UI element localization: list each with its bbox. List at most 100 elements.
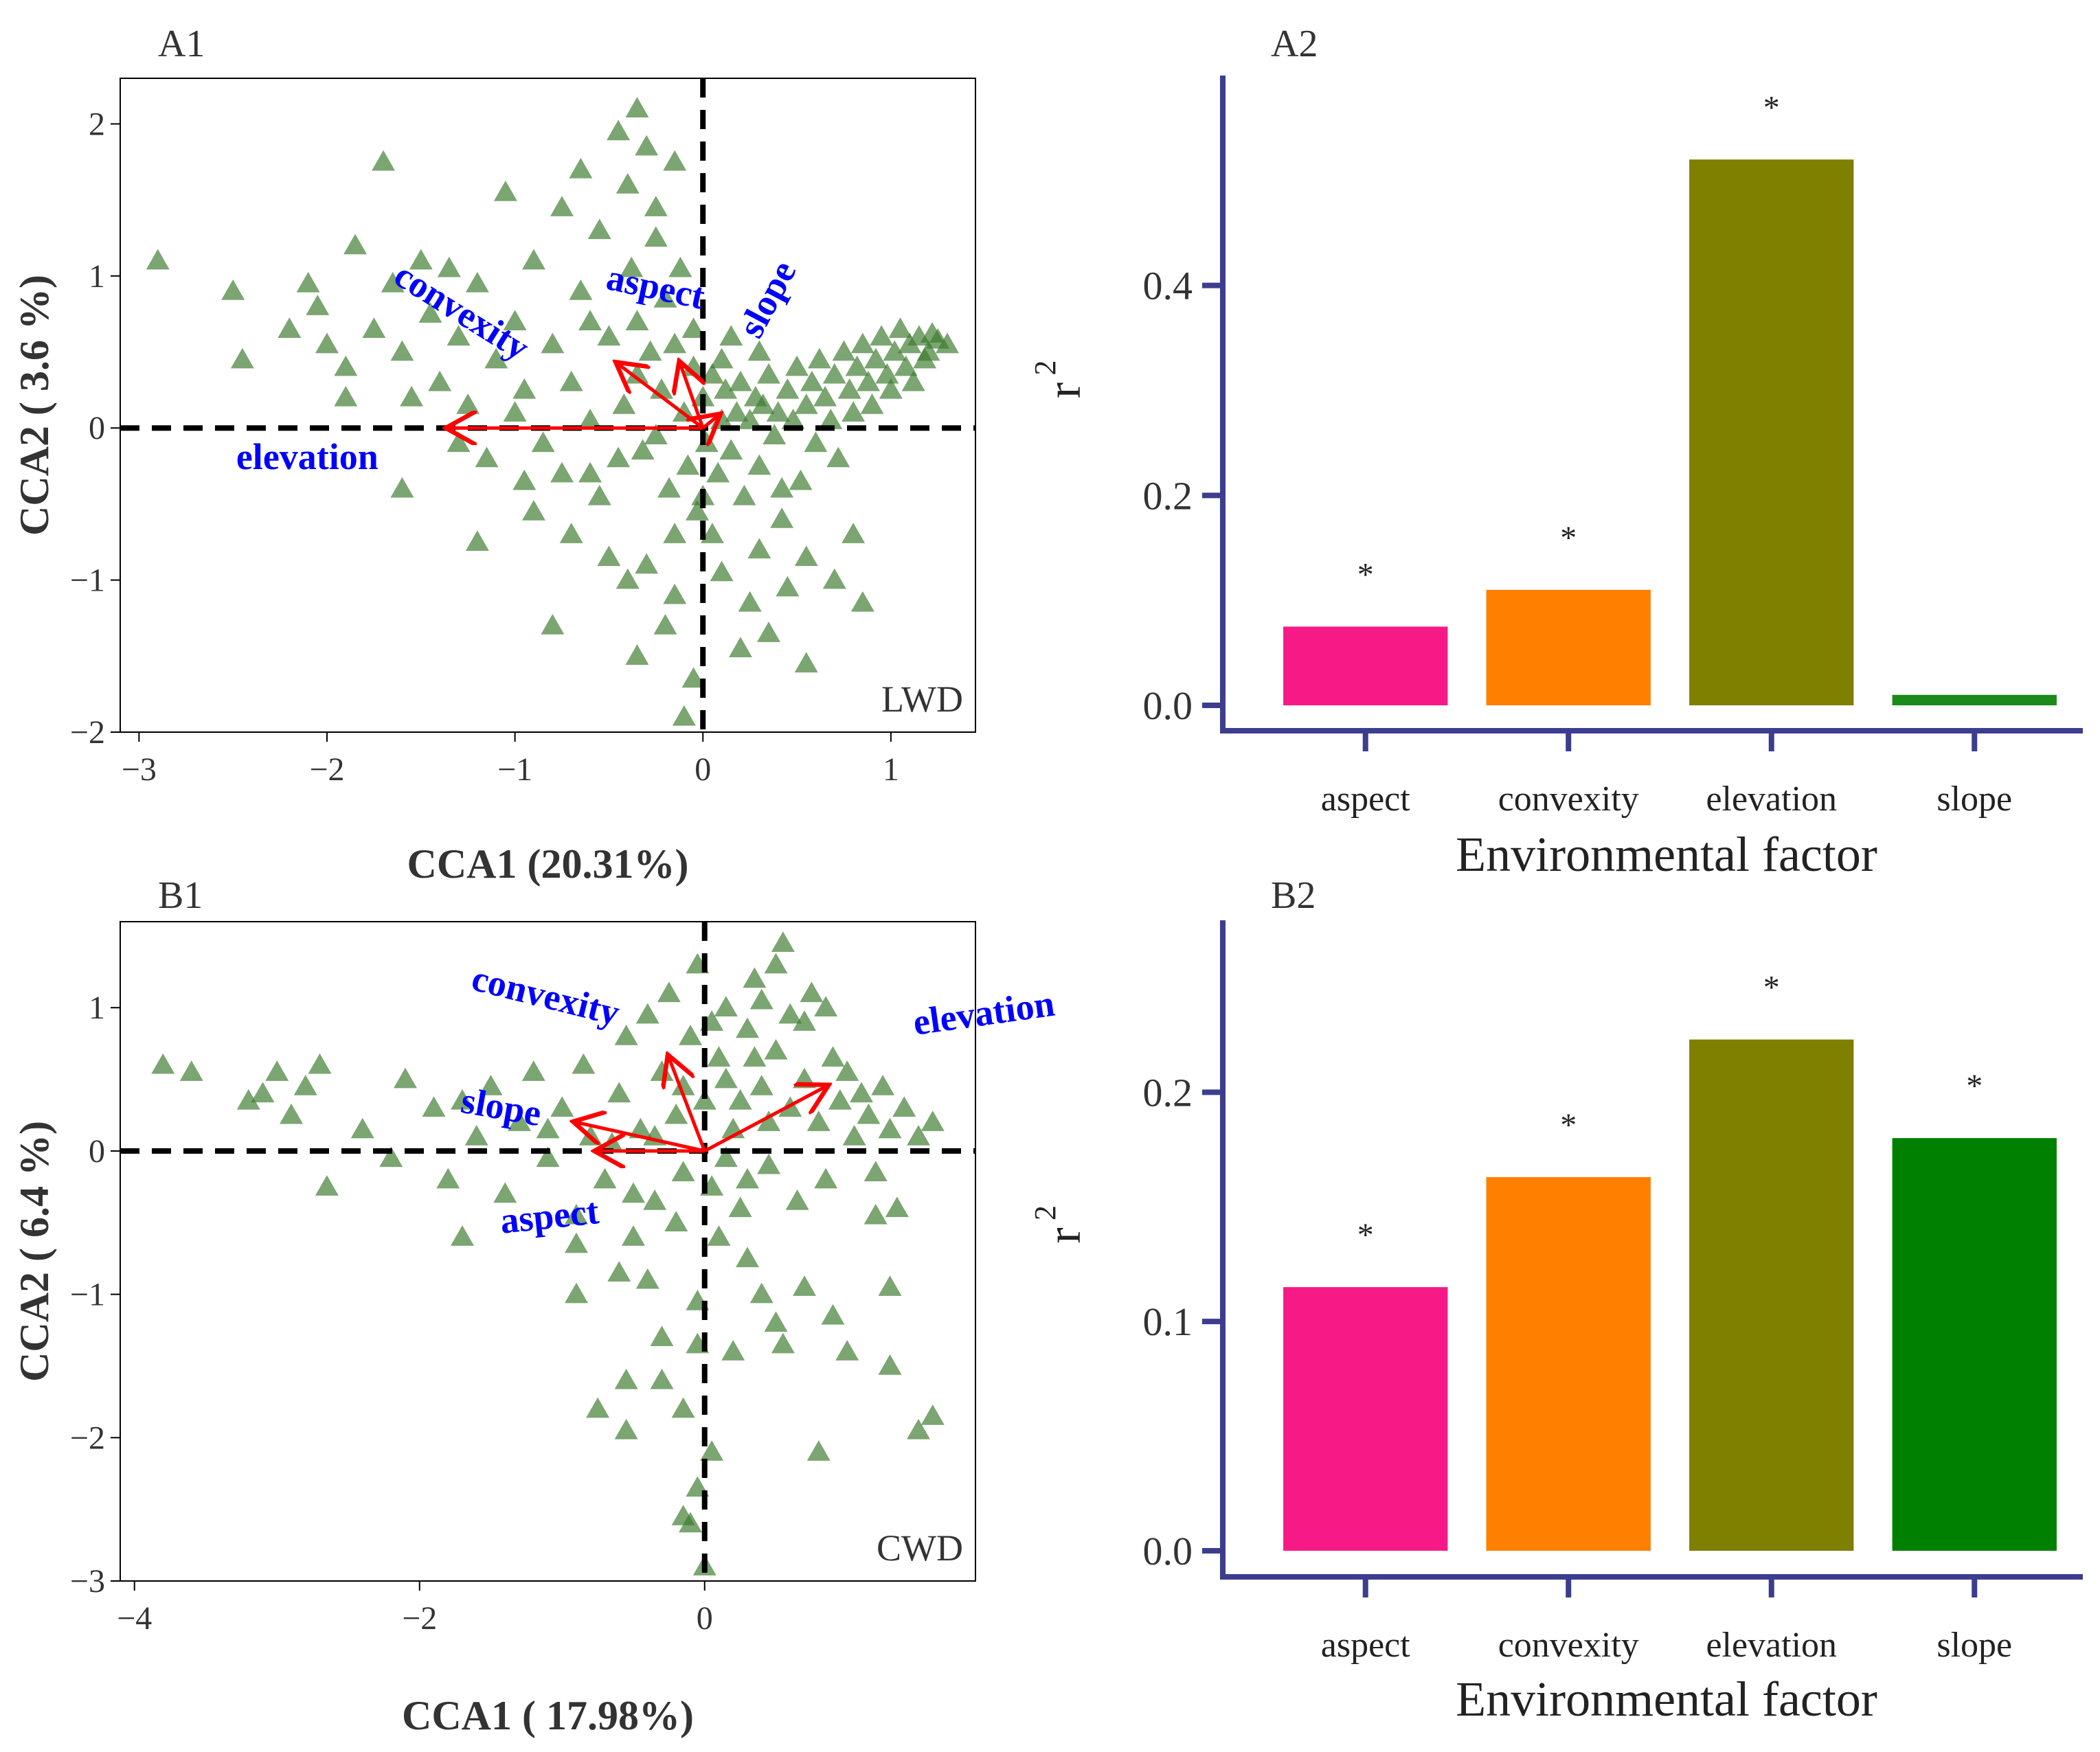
point-triangle [679,1024,702,1045]
significance-star: * [1966,1068,1983,1104]
point-triangle [465,530,489,551]
point-triangle [559,370,583,391]
x-tick-label: 1 [883,751,899,788]
point-triangle [907,1418,930,1440]
point-triangle [806,1440,831,1461]
point-triangle [706,462,730,483]
point-triangle [814,1168,838,1189]
point-triangle [770,508,794,528]
point-triangle [714,996,738,1016]
point-triangle [747,538,771,559]
point-triangle [315,1175,339,1196]
arrow-label-elevation: elevation [910,983,1057,1043]
panel-label: A2 [1271,23,1318,65]
point-triangle [635,553,659,574]
point-triangle [607,446,631,468]
point-triangle [714,1067,738,1089]
point-triangle [578,462,602,483]
point-triangle [607,1082,631,1103]
point-triangle [671,1397,695,1418]
point-triangle [616,172,640,194]
point-triangle [695,431,719,453]
point-triangle [597,545,621,567]
points-group [151,931,945,1575]
point-triangle [807,348,831,369]
plot-frame [120,78,976,733]
point-triangle [265,1060,289,1081]
point-triangle [728,1196,752,1218]
y-tick-label: 0.0 [1143,683,1193,728]
point-triangle [643,1189,667,1210]
point-triangle [635,1003,659,1024]
arrow-label-convexity: convexity [468,957,624,1034]
significance-star: * [1357,1217,1374,1253]
point-triangle [728,370,752,391]
point-triangle [721,1340,745,1361]
y-tick-label: −1 [70,1277,105,1313]
y-tick-label: 1 [89,258,105,295]
point-triangle [644,424,668,445]
y-tick-label: 0 [89,1133,105,1170]
x-axis-title: CCA1 (20.31%) [407,841,689,887]
x-tick-label: −4 [117,1600,152,1637]
panel-b2: * aspect * convexity * elevation * slope 0.0 0.1 0… [1028,874,2083,1727]
point-triangle [794,652,818,673]
x-tick-label: −1 [497,751,532,788]
y-axis-title-base: r [1038,383,1091,398]
point-triangle [293,1075,317,1095]
point-triangle [668,256,692,277]
point-triangle [845,355,869,376]
point-triangle [625,310,649,330]
point-triangle [418,302,442,323]
point-triangle [559,523,583,543]
y-tick-label: 0.0 [1143,1529,1193,1573]
point-triangle [334,355,358,376]
point-triangle [236,1089,260,1110]
point-triangle [512,469,537,490]
point-triangle [800,370,824,391]
point-triangle [850,332,874,354]
point-triangle [280,1103,303,1124]
y-tick-label: −2 [70,714,105,751]
y-axis-title: CCA2 ( 3.6 %) [12,275,57,536]
point-triangle [719,439,743,460]
point-triangle [334,385,358,407]
x-tick-label: −2 [309,751,344,788]
point-triangle [394,1067,417,1089]
point-triangle [837,378,861,399]
y-axis-title-base: r [1038,1227,1091,1243]
point-triangle [751,394,775,414]
point-triangle [860,394,884,414]
y-tick-label: 0.2 [1143,1070,1193,1115]
point-triangle [644,226,668,247]
point-triangle [521,1060,545,1081]
point-triangle [692,1089,716,1110]
point-triangle [743,1046,767,1067]
point-triangle [870,325,894,346]
arrow-slope [703,416,718,428]
point-triangle [631,439,655,460]
point-triangle [850,591,874,612]
point-triangle [835,1060,859,1081]
point-triangle [935,332,959,354]
point-triangle [672,705,696,726]
x-axis-title: Environmental factor [1456,1672,1877,1727]
point-triangle [822,363,846,384]
point-triangle [778,1003,802,1024]
point-triangle [456,394,480,414]
point-triangle [878,1354,902,1375]
point-triangle [565,1203,588,1225]
point-triangle [390,340,414,361]
bar-aspect [1283,1287,1448,1551]
point-triangle [875,363,899,384]
point-triangle [764,1038,788,1060]
point-triangle [151,1053,175,1074]
point-triangle [785,1189,809,1210]
arrow-label-elevation: elevation [236,436,379,477]
point-triangle [625,644,649,665]
significance-star: * [1357,556,1374,593]
arrow-slope [576,1122,705,1153]
point-triangle [878,1117,902,1139]
point-triangle [863,1203,888,1225]
